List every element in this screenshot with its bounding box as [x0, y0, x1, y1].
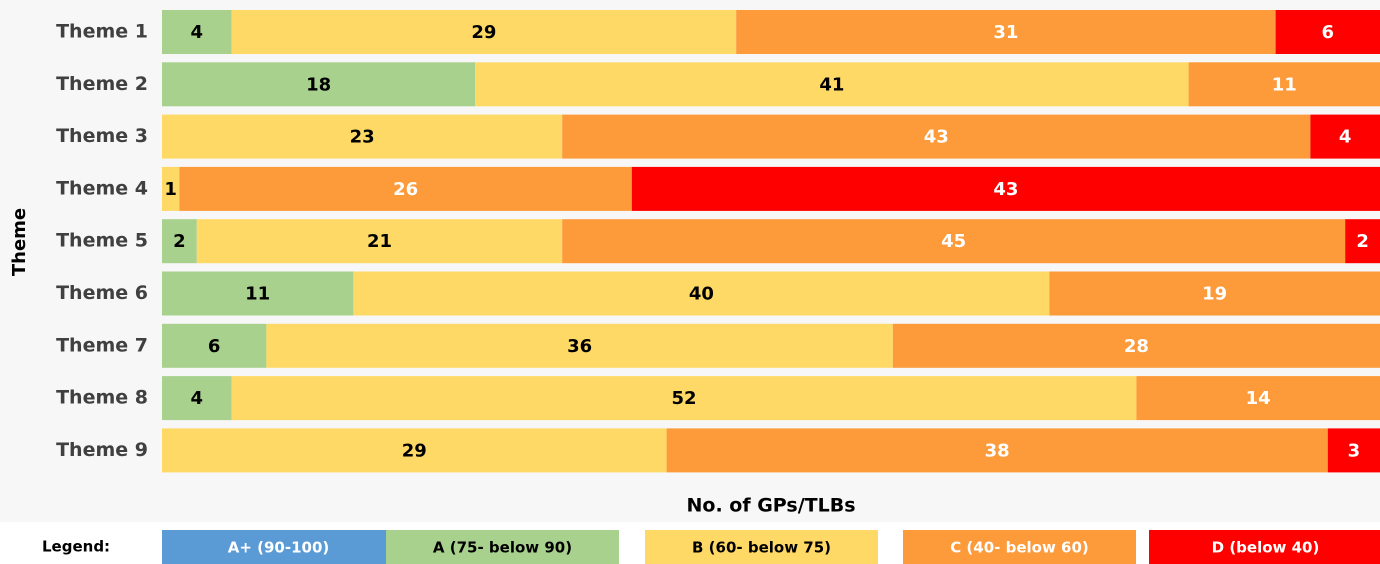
legend-swatch — [386, 530, 619, 564]
bar-segment — [162, 166, 180, 211]
y-tick-label: Theme 8 — [56, 387, 148, 409]
value-label: 4 — [191, 388, 204, 409]
value-label: 26 — [393, 179, 418, 200]
bar-segment — [1275, 10, 1380, 54]
value-label: 18 — [306, 74, 331, 95]
y-tick-label: Theme 9 — [56, 439, 148, 461]
bar-segment — [162, 323, 267, 368]
bar-segment — [162, 271, 354, 316]
x-axis-label: No. of GPs/TLBs — [686, 495, 855, 517]
bar-segment — [562, 219, 1346, 264]
value-label: 41 — [819, 74, 844, 95]
bar-segment — [162, 114, 563, 159]
bar-segment — [1327, 428, 1380, 473]
bar-segment — [162, 376, 232, 421]
y-tick-label: Theme 5 — [56, 230, 148, 252]
value-label: 2 — [173, 231, 186, 252]
y-axis-label: Theme — [9, 208, 30, 276]
value-label: 19 — [1202, 284, 1227, 305]
value-label: 31 — [993, 22, 1018, 43]
bar-segment — [266, 323, 893, 368]
y-tick-label: Theme 4 — [56, 177, 148, 199]
legend-swatch — [162, 530, 395, 564]
bar-segment — [162, 62, 476, 107]
value-label: 43 — [993, 179, 1018, 200]
value-label: 52 — [671, 388, 696, 409]
value-label: 21 — [367, 231, 392, 252]
value-label: 11 — [1272, 74, 1297, 95]
value-label: 6 — [208, 336, 221, 357]
bar-segment — [475, 62, 1189, 107]
value-label: 11 — [245, 284, 270, 305]
bar-segment — [631, 166, 1380, 211]
legend-swatch — [903, 530, 1136, 564]
bar-segment — [1049, 271, 1380, 316]
value-label: 45 — [941, 231, 966, 252]
value-label: 29 — [402, 440, 427, 461]
value-label: 23 — [350, 127, 375, 148]
legend-label: D (below 40) — [1212, 539, 1320, 557]
bar-segment — [162, 219, 197, 264]
bar-segment — [892, 323, 1380, 368]
bar-segment — [231, 376, 1137, 421]
bar-segment — [666, 428, 1328, 473]
bar-segment — [162, 10, 232, 54]
bar-segment — [1188, 62, 1380, 107]
legend-label: A (75- below 90) — [433, 539, 572, 557]
value-label: 36 — [567, 336, 592, 357]
bar-segment — [196, 219, 563, 264]
y-tick-label: Theme 7 — [56, 334, 148, 356]
value-label: 38 — [985, 440, 1010, 461]
legend-swatch — [645, 530, 878, 564]
bar-segment — [736, 10, 1276, 54]
value-label: 4 — [1339, 127, 1352, 148]
bar-segment — [162, 428, 667, 473]
y-tick-label: Theme 1 — [56, 21, 148, 43]
value-label: 40 — [689, 284, 714, 305]
y-tick-label: Theme 6 — [56, 282, 148, 304]
legend-swatch — [1149, 530, 1380, 564]
bar-segment — [1136, 376, 1380, 421]
value-label: 1 — [164, 179, 177, 200]
legend-label: A+ (90-100) — [228, 539, 330, 557]
bar-segment — [562, 114, 1311, 159]
value-label: 2 — [1356, 231, 1369, 252]
value-label: 6 — [1322, 22, 1335, 43]
value-label: 14 — [1246, 388, 1271, 409]
bar-segment — [231, 10, 737, 54]
bar-segment — [353, 271, 1050, 316]
value-label: 29 — [471, 22, 496, 43]
value-label: 4 — [191, 22, 204, 43]
legend-title: Legend: — [42, 538, 110, 556]
y-tick-label: Theme 2 — [56, 73, 148, 95]
bar-segment — [179, 166, 632, 211]
bar-segment — [1345, 219, 1380, 264]
bar-segment — [1310, 114, 1380, 159]
value-label: 43 — [924, 127, 949, 148]
legend-label: C (40- below 60) — [950, 539, 1089, 557]
value-label: 28 — [1124, 336, 1149, 357]
legend-label: B (60- below 75) — [692, 539, 831, 557]
y-tick-label: Theme 3 — [56, 125, 148, 147]
value-label: 3 — [1348, 440, 1361, 461]
